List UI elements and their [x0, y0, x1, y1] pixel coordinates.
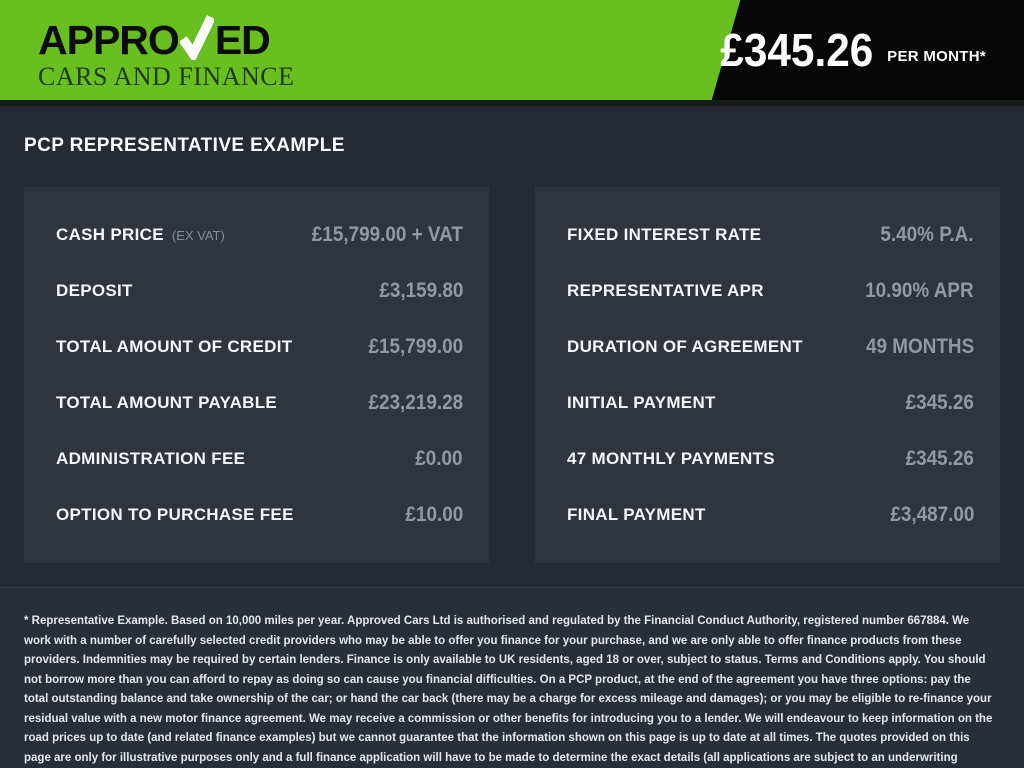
row-value: £345.26	[905, 391, 974, 414]
row-label: TOTAL AMOUNT OF CREDIT	[56, 337, 293, 356]
header-divider	[0, 100, 1024, 106]
page-title: PCP REPRESENTATIVE EXAMPLE	[24, 135, 345, 156]
finance-row: DURATION OF AGREEMENT 49 MONTHS	[567, 319, 974, 375]
finance-row: FINAL PAYMENT £3,487.00	[567, 487, 974, 543]
finance-row: OPTION TO PURCHASE FEE £10.00	[56, 487, 463, 543]
disclaimer-text: * Representative Example. Based on 10,00…	[24, 615, 993, 764]
finance-panel-left: CASH PRICE (EX VAT) £15,799.00 + VAT DEPO…	[24, 187, 489, 563]
row-value: £0.00	[415, 447, 463, 470]
row-value: 5.40% P.A.	[880, 223, 974, 246]
price-amount: £345.26	[720, 24, 874, 76]
row-label: INITIAL PAYMENT	[567, 393, 716, 412]
row-value: £15,799.00	[368, 335, 463, 358]
finance-row: 47 MONTHLY PAYMENTS £345.26	[567, 431, 974, 487]
logo-text-pre: APPRO	[38, 17, 180, 63]
monthly-price: £345.26 PER MONTH*	[707, 0, 986, 100]
row-label: OPTION TO PURCHASE FEE	[56, 505, 294, 524]
header: APPRO ED CARS AND FINANCE £345.26 PER MON…	[0, 0, 1024, 100]
logo-wordmark: APPRO ED	[38, 14, 295, 64]
checkmark-icon	[178, 14, 216, 64]
finance-row: TOTAL AMOUNT OF CREDIT £15,799.00	[56, 319, 463, 375]
row-label: FINAL PAYMENT	[567, 505, 706, 524]
row-label: ADMINISTRATION FEE	[56, 449, 246, 468]
finance-row: DEPOSIT £3,159.80	[56, 263, 463, 319]
row-label: CASH PRICE (EX VAT)	[56, 225, 225, 244]
row-label: DEPOSIT	[56, 281, 133, 300]
footer: * Representative Example. Based on 10,00…	[0, 587, 1024, 768]
finance-panels: CASH PRICE (EX VAT) £15,799.00 + VAT DEPO…	[24, 187, 1000, 563]
main-content: PCP REPRESENTATIVE EXAMPLE CASH PRICE (EX…	[0, 106, 1024, 768]
row-value: £345.26	[905, 447, 974, 470]
row-label: REPRESENTATIVE APR	[567, 281, 764, 300]
row-value: 49 MONTHS	[865, 335, 974, 358]
row-label: DURATION OF AGREEMENT	[567, 337, 803, 356]
logo-text-post: ED	[214, 17, 271, 63]
row-label: 47 MONTHLY PAYMENTS	[567, 449, 775, 468]
row-label: FIXED INTEREST RATE	[567, 225, 762, 244]
row-value: £23,219.28	[368, 391, 463, 414]
finance-row: CASH PRICE (EX VAT) £15,799.00 + VAT	[56, 207, 463, 263]
finance-row: INITIAL PAYMENT £345.26	[567, 375, 974, 431]
row-value: £3,159.80	[378, 279, 463, 302]
company-logo: APPRO ED CARS AND FINANCE	[38, 14, 295, 90]
finance-row: REPRESENTATIVE APR 10.90% APR	[567, 263, 974, 319]
finance-panel-right: FIXED INTEREST RATE 5.40% P.A. REPRESENT…	[535, 187, 1000, 563]
finance-row: FIXED INTEREST RATE 5.40% P.A.	[567, 207, 974, 263]
row-value: £15,799.00 + VAT	[311, 223, 463, 246]
price-suffix: PER MONTH*	[887, 47, 986, 65]
header-green-band	[0, 0, 741, 100]
row-value: 10.90% APR	[865, 279, 974, 302]
finance-row: ADMINISTRATION FEE £0.00	[56, 431, 463, 487]
logo-tagline: CARS AND FINANCE	[38, 62, 295, 91]
finance-row: TOTAL AMOUNT PAYABLE £23,219.28	[56, 375, 463, 431]
row-value: £3,487.00	[889, 503, 974, 526]
row-label: TOTAL AMOUNT PAYABLE	[56, 393, 278, 412]
row-value: £10.00	[405, 503, 463, 526]
